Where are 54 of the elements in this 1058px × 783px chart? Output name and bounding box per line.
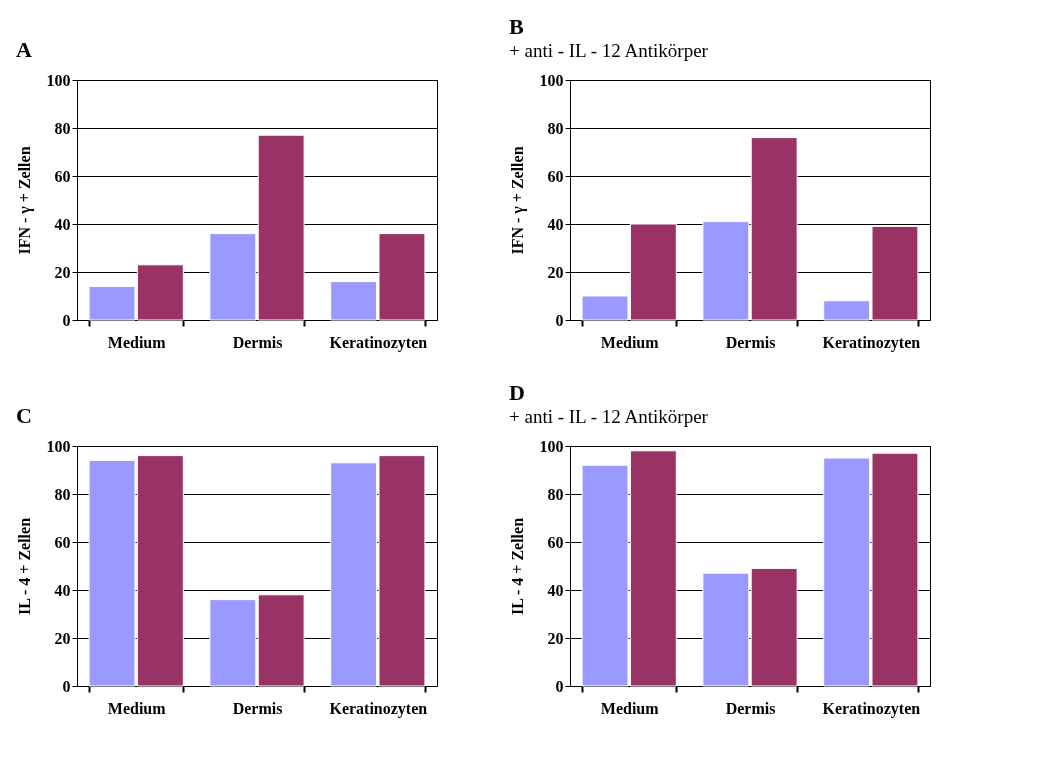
y-tick-label: 100 (46, 437, 71, 455)
chart-title: C (16, 403, 32, 428)
x-tick-label: Dermis (725, 699, 776, 717)
y-axis-title: IL - 4 + Zellen (15, 517, 33, 616)
y-tick-label: 20 (547, 629, 564, 647)
y-tick-label: 20 (547, 263, 564, 281)
y-axis-title: IL - 4 + Zellen (508, 517, 526, 616)
bar (750, 137, 798, 321)
y-tick-label: 80 (547, 119, 564, 137)
y-tick-label: 80 (54, 485, 71, 503)
bar (209, 599, 257, 687)
bar (702, 572, 750, 687)
y-tick-label: 60 (54, 533, 71, 551)
chart-subtitle: + anti - IL - 12 Antikörper (509, 40, 709, 61)
y-tick-label: 100 (539, 71, 564, 89)
y-tick-label: 60 (547, 167, 564, 185)
bar (702, 221, 750, 321)
y-tick-label: 40 (547, 215, 564, 233)
y-tick-label: 0 (555, 311, 564, 329)
x-tick-label: Keratinozyten (329, 699, 428, 718)
x-tick-label: Dermis (725, 333, 776, 351)
x-tick-label: Medium (107, 333, 167, 351)
y-tick-label: 60 (547, 533, 564, 551)
x-tick-label: Dermis (232, 699, 283, 717)
chart-subtitle: + anti - IL - 12 Antikörper (509, 406, 709, 427)
y-tick-label: 40 (54, 581, 71, 599)
x-tick-label: Medium (600, 333, 660, 351)
x-tick-label: Keratinozyten (822, 333, 921, 352)
y-tick-label: 60 (54, 167, 71, 185)
chart-title: D (509, 380, 525, 405)
y-axis-title: IFN - γ + Zellen (15, 146, 34, 255)
x-tick-label: Medium (107, 699, 167, 717)
y-tick-label: 0 (62, 677, 71, 695)
y-tick-label: 20 (54, 263, 71, 281)
bar (750, 567, 798, 687)
chart-title: B (509, 14, 524, 39)
y-tick-label: 100 (46, 71, 71, 89)
bar (209, 233, 257, 321)
y-tick-label: 0 (62, 311, 71, 329)
y-tick-label: 80 (547, 485, 564, 503)
y-tick-label: 80 (54, 119, 71, 137)
x-tick-label: Keratinozyten (329, 333, 428, 352)
chart-title: A (16, 37, 32, 62)
y-tick-label: 40 (547, 581, 564, 599)
bar (257, 594, 305, 687)
y-axis-title: IFN - γ + Zellen (508, 146, 527, 255)
y-tick-label: 20 (54, 629, 71, 647)
x-tick-label: Keratinozyten (822, 699, 921, 718)
bar (257, 134, 305, 321)
x-tick-label: Dermis (232, 333, 283, 351)
y-tick-label: 100 (539, 437, 564, 455)
x-tick-label: Medium (600, 699, 660, 717)
y-tick-label: 40 (54, 215, 71, 233)
y-tick-label: 0 (555, 677, 564, 695)
